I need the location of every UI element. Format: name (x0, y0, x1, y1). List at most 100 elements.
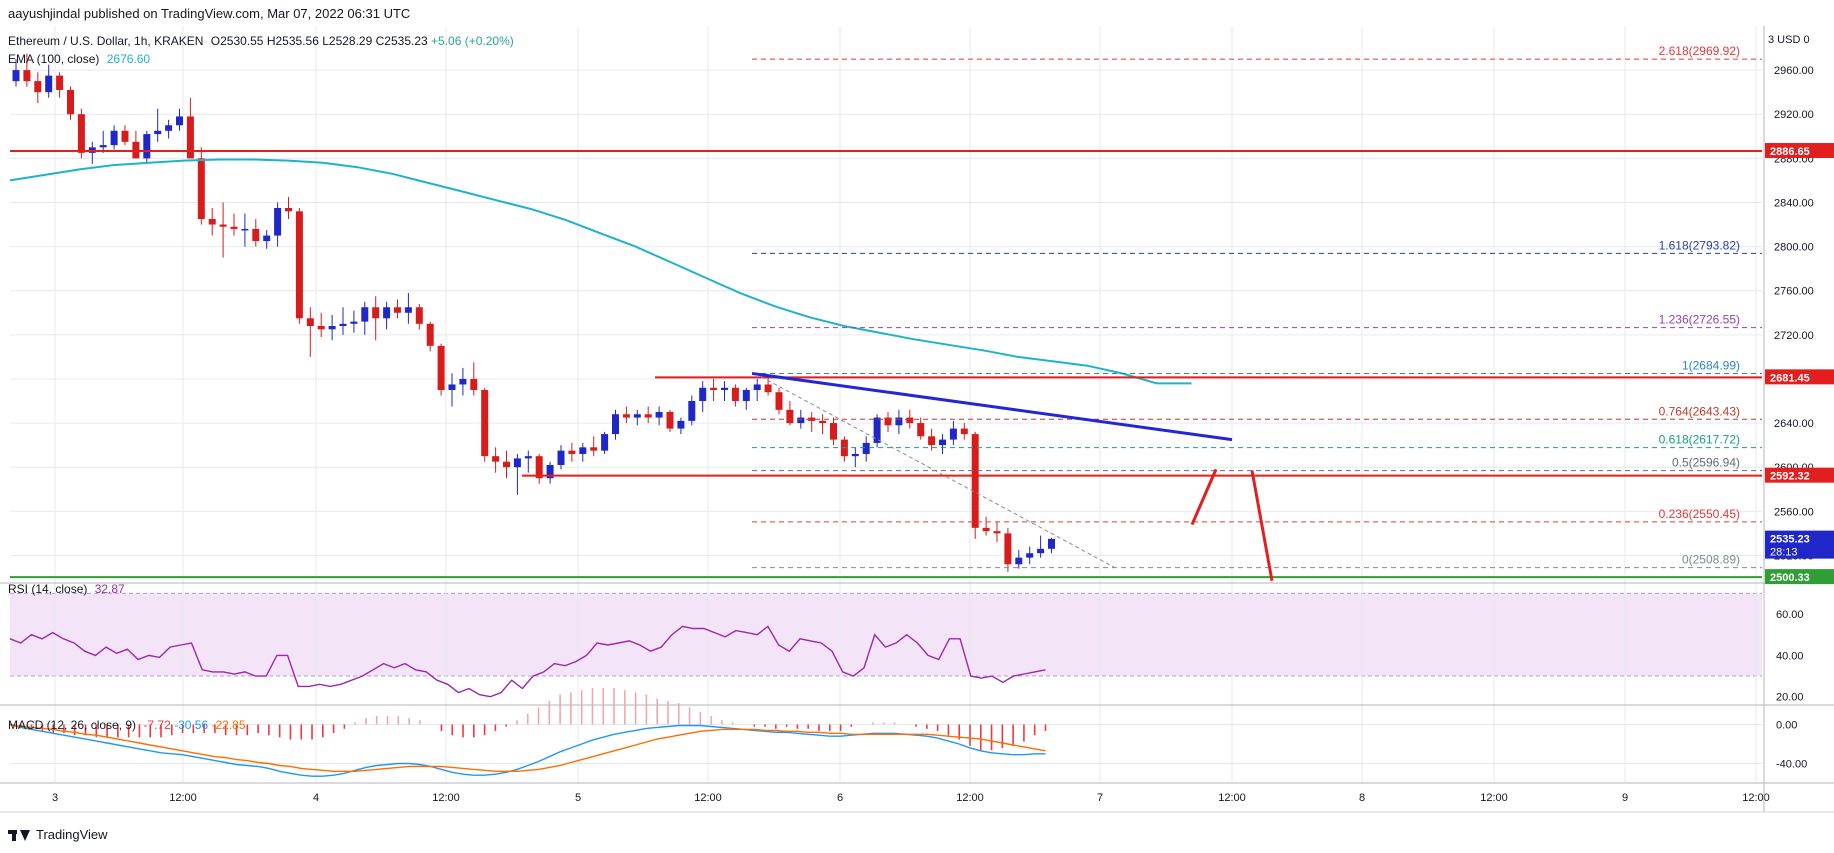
candle-down[interactable] (252, 228, 260, 242)
candle-up[interactable] (45, 75, 53, 93)
candle-down[interactable] (77, 114, 85, 153)
macd-signal-line[interactable] (9, 723, 1046, 772)
candle-down[interactable] (34, 81, 42, 93)
candle-down[interactable] (993, 531, 1001, 534)
candle-down[interactable] (295, 211, 303, 319)
candle-down[interactable] (372, 307, 380, 319)
candle-down[interactable] (394, 307, 401, 313)
candle-up[interactable] (459, 378, 467, 385)
candle-down[interactable] (971, 434, 979, 528)
candle-down[interactable] (535, 456, 543, 479)
candle-down[interactable] (186, 116, 194, 159)
candle-up[interactable] (1037, 548, 1045, 554)
candle-up[interactable] (176, 116, 183, 126)
candle-down[interactable] (982, 527, 990, 532)
candle-up[interactable] (513, 458, 521, 468)
candle-down[interactable] (285, 207, 292, 212)
candle-down[interactable] (960, 428, 968, 435)
candle-up[interactable] (383, 307, 391, 319)
candle-up[interactable] (677, 420, 685, 429)
candle-down[interactable] (731, 387, 739, 402)
candle-down[interactable] (219, 224, 227, 227)
ema-label[interactable]: EMA (100, close) (8, 52, 100, 66)
candle-down[interactable] (306, 318, 314, 327)
candle-up[interactable] (361, 307, 369, 322)
candle-down[interactable] (568, 450, 576, 454)
footer-brand[interactable]: TradingView (8, 827, 108, 842)
candle-down[interactable] (470, 378, 478, 390)
candle-up[interactable] (165, 125, 173, 131)
rsi-label[interactable]: RSI (14, close) (8, 582, 88, 596)
candle-down[interactable] (121, 130, 129, 142)
candle-up[interactable] (655, 412, 663, 418)
candle-up[interactable] (110, 130, 118, 146)
candle-down[interactable] (317, 326, 325, 330)
candle-down[interactable] (492, 456, 500, 462)
candle-down[interactable] (503, 461, 510, 468)
candle-down[interactable] (928, 436, 936, 446)
candle-up[interactable] (601, 434, 609, 451)
candle-up[interactable] (895, 417, 903, 426)
candle-up[interactable] (1015, 557, 1023, 565)
candle-down[interactable] (906, 417, 914, 424)
candle-up[interactable] (99, 145, 107, 148)
candle-up[interactable] (939, 439, 946, 446)
macd-label[interactable]: MACD (12, 26, close, 9) (8, 718, 137, 732)
ema-line[interactable] (9, 158, 1192, 385)
candle-down[interactable] (622, 414, 630, 418)
candle-down[interactable] (808, 417, 816, 421)
candle-down[interactable] (208, 219, 216, 225)
candle-up[interactable] (721, 387, 728, 390)
candle-down[interactable] (764, 384, 772, 393)
candle-down[interactable] (415, 307, 423, 324)
candle-down[interactable] (230, 226, 238, 229)
candle-down[interactable] (644, 414, 652, 418)
bearish-trend-line[interactable] (751, 371, 1233, 442)
candle-up[interactable] (579, 447, 587, 454)
candle-down[interactable] (666, 412, 674, 429)
candle-up[interactable] (143, 134, 151, 159)
candle-up[interactable] (154, 130, 162, 135)
candle-up[interactable] (448, 384, 456, 390)
candle-up[interactable] (699, 387, 707, 402)
candle-up[interactable] (12, 70, 20, 82)
candle-down[interactable] (786, 409, 794, 424)
candle-down[interactable] (67, 89, 74, 115)
candle-up[interactable] (797, 417, 805, 424)
candle-up[interactable] (339, 323, 347, 327)
candle-up[interactable] (1048, 538, 1055, 549)
candle-down[interactable] (56, 75, 64, 90)
candle-down[interactable] (830, 423, 837, 440)
candle-down[interactable] (884, 417, 892, 426)
candle-up[interactable] (328, 326, 336, 330)
candle-down[interactable] (775, 392, 783, 410)
candle-up[interactable] (949, 428, 957, 440)
candle-down[interactable] (197, 158, 205, 220)
candle-up[interactable] (404, 307, 412, 313)
candle-up[interactable] (742, 389, 750, 402)
candle-up[interactable] (263, 235, 271, 242)
candle-down[interactable] (426, 323, 434, 346)
candle-up[interactable] (862, 442, 870, 454)
candle-up[interactable] (557, 450, 565, 465)
candle-up[interactable] (524, 456, 532, 459)
candle-up[interactable] (350, 321, 358, 324)
currency-badge[interactable]: 3 USD 0 (1768, 34, 1810, 46)
candle-down[interactable] (590, 447, 598, 451)
candle-up[interactable] (633, 414, 641, 418)
candle-down[interactable] (23, 70, 31, 82)
candle-up[interactable] (546, 464, 554, 479)
candle-down[interactable] (1004, 533, 1012, 565)
candle-down[interactable] (917, 423, 925, 437)
candle-down[interactable] (819, 420, 827, 424)
candle-up[interactable] (241, 228, 249, 231)
candle-down[interactable] (710, 387, 718, 390)
candle-up[interactable] (688, 401, 696, 421)
symbol-label[interactable]: Ethereum / U.S. Dollar, 1h, KRAKEN (8, 34, 204, 48)
candle-down[interactable] (437, 345, 445, 390)
candle-up[interactable] (612, 414, 619, 435)
candle-up[interactable] (851, 453, 859, 457)
macd-line[interactable] (9, 723, 1046, 777)
candle-down[interactable] (481, 389, 489, 457)
